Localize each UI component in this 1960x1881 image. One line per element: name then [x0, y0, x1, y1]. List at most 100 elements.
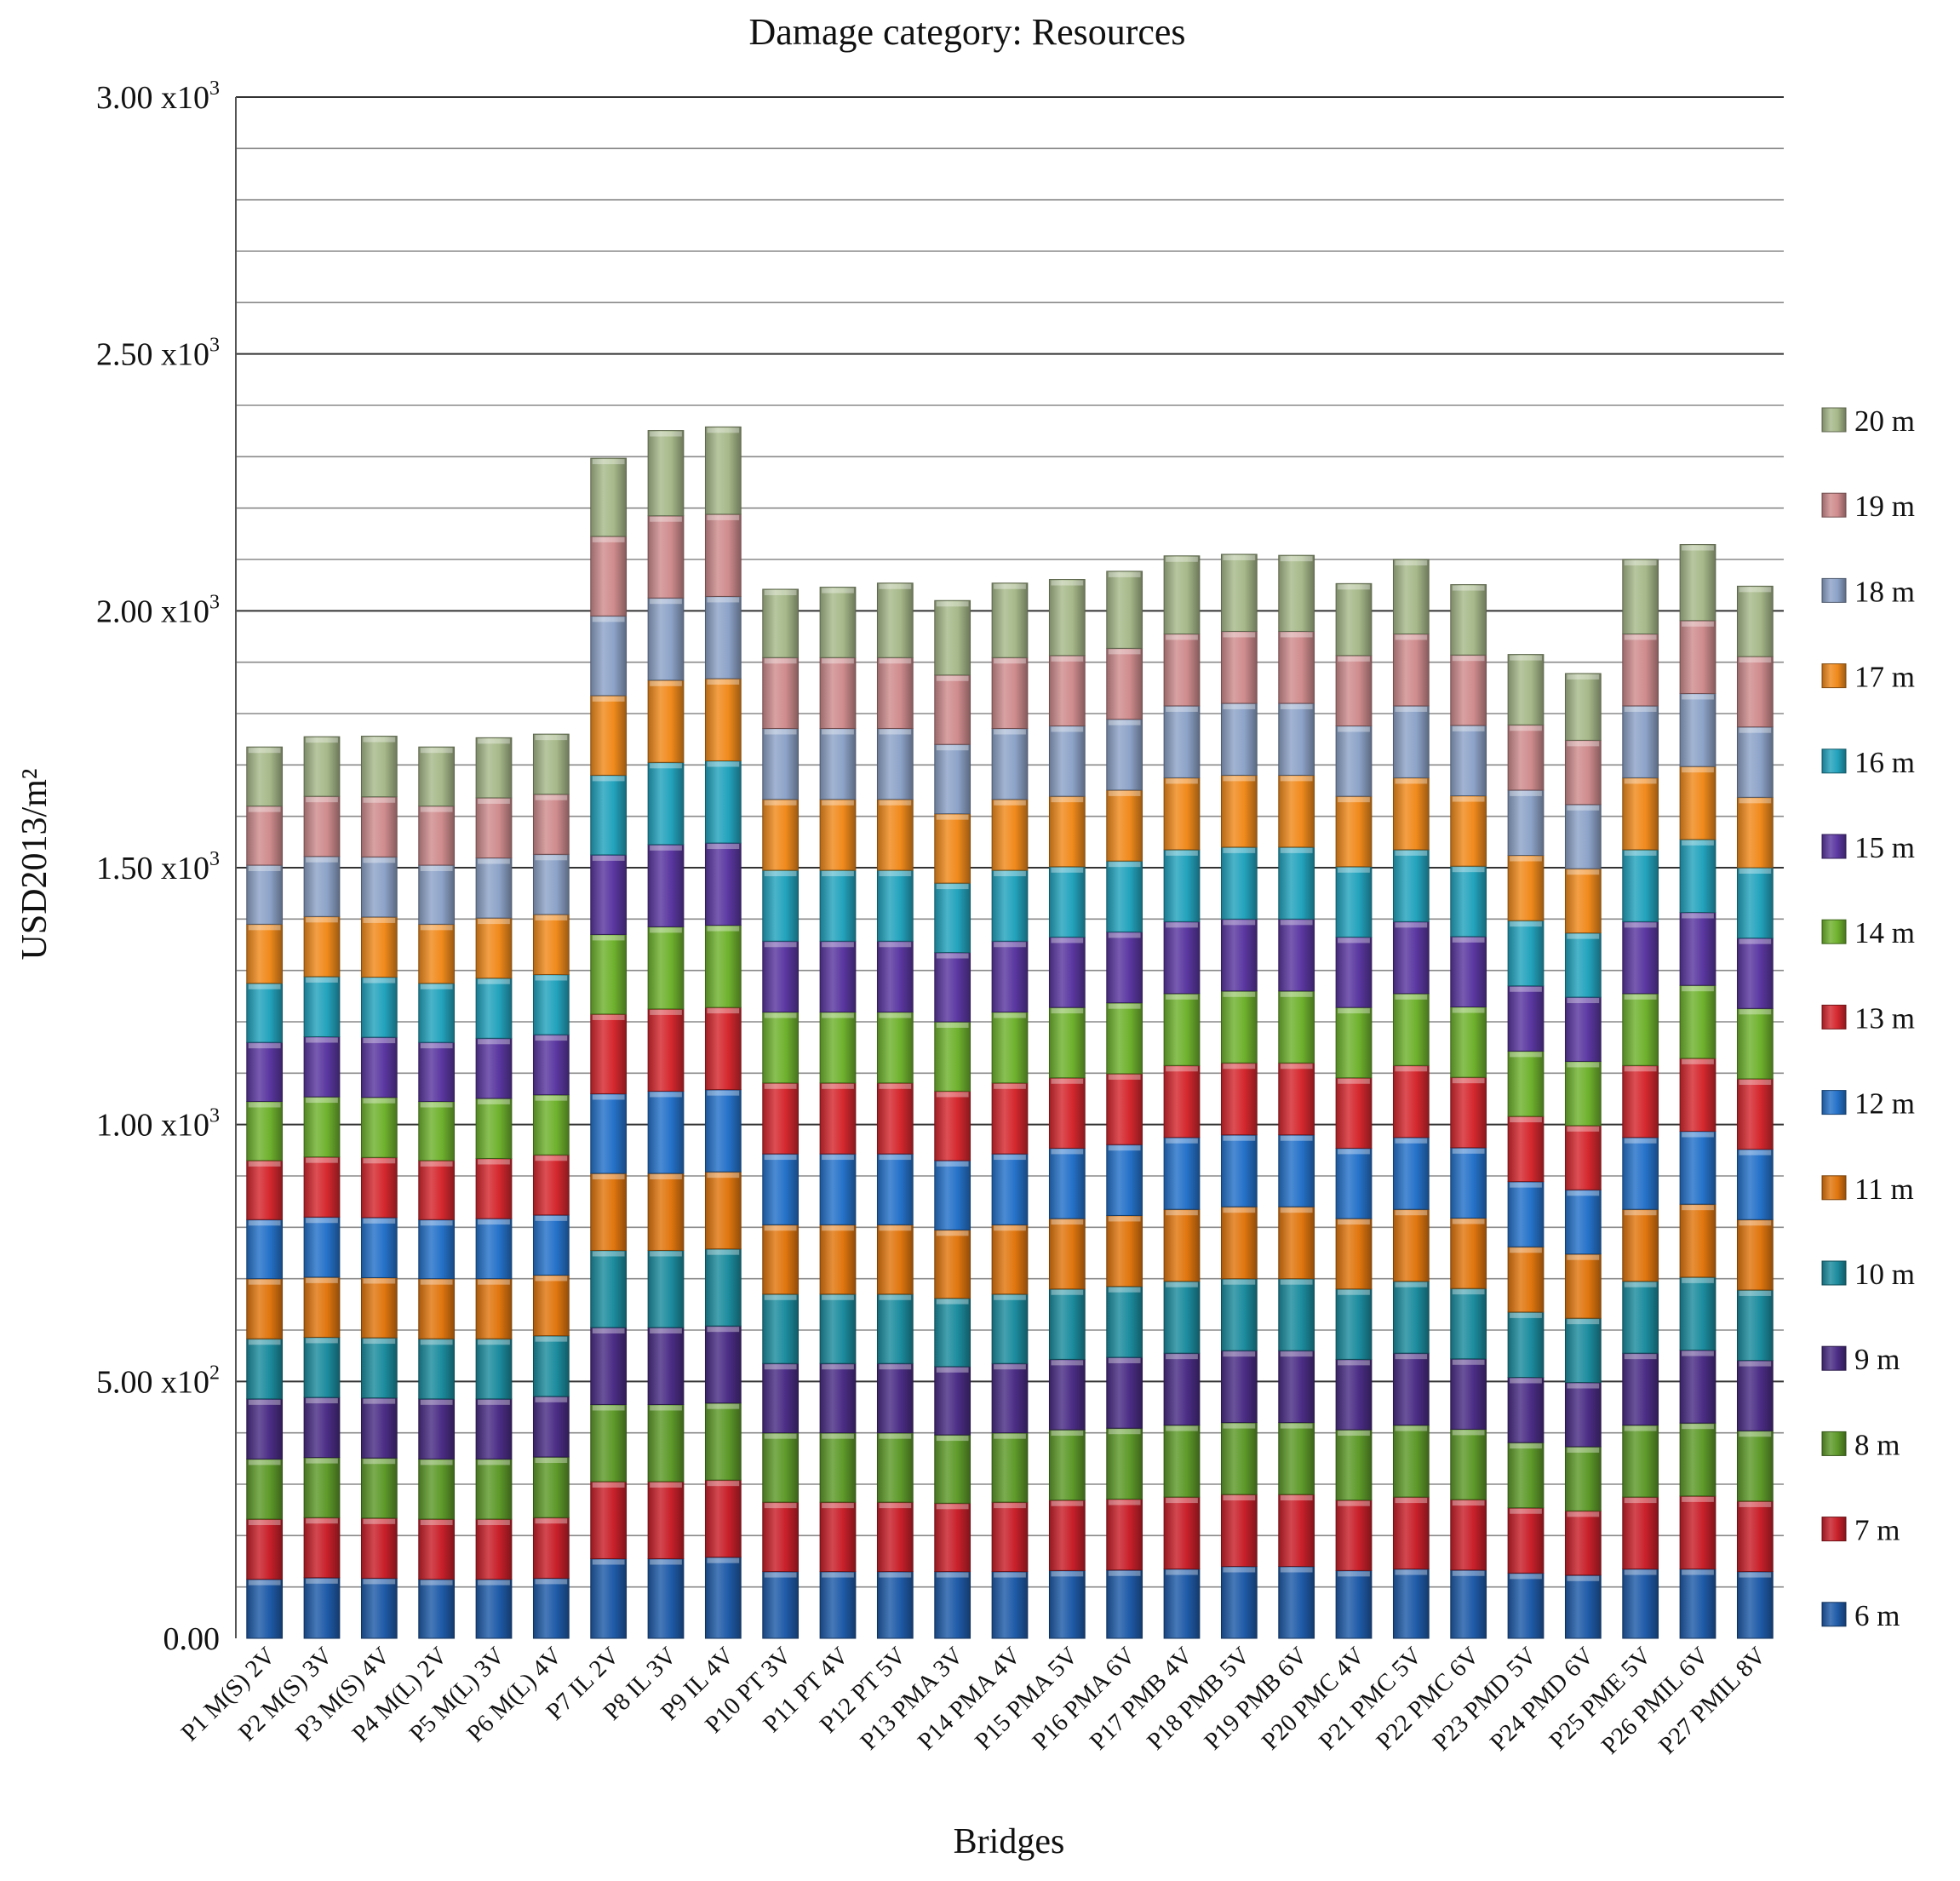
bar-segment-highlight: [420, 984, 453, 989]
bar-segment-highlight: [1395, 1354, 1428, 1360]
bar-segment: [1048, 725, 1086, 797]
bar-segment-highlight: [936, 601, 969, 607]
bar-segment-highlight: [879, 800, 912, 806]
bar-segment-highlight: [248, 865, 281, 871]
bar-segment: [819, 799, 857, 871]
bar-segment: [991, 799, 1029, 871]
bar-segment: [360, 1036, 398, 1098]
bar-segment: [647, 1481, 685, 1559]
bar-segment: [819, 869, 857, 942]
bar-segment: [1622, 777, 1659, 851]
bar-segment-highlight: [994, 1433, 1026, 1439]
bar-segment: [1736, 938, 1774, 1009]
bar-segment-highlight: [879, 583, 912, 589]
bar-segment: [1564, 1574, 1602, 1639]
bar-segment-highlight: [1280, 556, 1313, 562]
bar-segment-highlight: [1567, 674, 1600, 680]
bar-segment: [1163, 1208, 1201, 1282]
bar-segment-highlight: [822, 1294, 854, 1300]
bar-segment: [246, 1458, 284, 1520]
bar-segment: [762, 940, 799, 1013]
bar-segment: [1335, 1077, 1373, 1149]
bar-segment-highlight: [592, 935, 625, 941]
bar-segment-highlight: [1223, 847, 1256, 853]
bar-segment: [1564, 1060, 1602, 1127]
bar-segment-highlight: [592, 1482, 625, 1488]
bar-segment: [303, 1035, 341, 1098]
bar-segment-highlight: [650, 431, 682, 437]
bar-segment: [1106, 1498, 1143, 1571]
bar-segment-highlight: [1510, 921, 1542, 927]
bar-segment: [647, 844, 685, 927]
bar-segment-highlight: [936, 1504, 969, 1510]
bar-segment-highlight: [1624, 1210, 1657, 1216]
bar-segment-highlight: [1280, 1423, 1313, 1429]
bar-segment-highlight: [1051, 1289, 1084, 1295]
bar-segment: [819, 1224, 857, 1295]
bar-segment: [360, 1217, 398, 1278]
bar-segment-highlight: [707, 679, 740, 685]
bar-segment-highlight: [1395, 1569, 1428, 1575]
bar-segment-highlight: [1280, 632, 1313, 638]
bar-segment: [1450, 795, 1487, 867]
bar-segment: [819, 587, 857, 658]
bar-segment: [704, 1557, 742, 1639]
bar-segment-highlight: [707, 1557, 740, 1563]
bar-segment: [303, 1216, 341, 1278]
bar-segment: [532, 1396, 570, 1458]
legend-swatch: [1821, 1517, 1847, 1542]
bar-segment-highlight: [1280, 1351, 1313, 1357]
bar-segment: [475, 857, 513, 919]
bar-segment-highlight: [1624, 1354, 1657, 1360]
bar-segment-highlight: [936, 675, 969, 681]
bar-segment: [532, 973, 570, 1035]
bar-segment: [1392, 1064, 1430, 1138]
bar-segment: [1450, 1006, 1487, 1078]
bar-segment: [991, 1432, 1029, 1503]
bar-segment: [1507, 1311, 1545, 1379]
bar-segment: [303, 736, 341, 797]
bar-segment-highlight: [1452, 1007, 1485, 1013]
bar-segment: [1048, 1429, 1086, 1501]
bar-segment-highlight: [994, 1503, 1026, 1509]
bar-segment: [704, 1006, 742, 1091]
bar-segment-highlight: [478, 1520, 510, 1526]
bar-segment: [1736, 726, 1774, 798]
bar-segment: [303, 795, 341, 857]
bar-segment-highlight: [1682, 913, 1714, 919]
bar-segment-highlight: [936, 1436, 969, 1442]
bar-segment-highlight: [1338, 1078, 1370, 1084]
bar-segment-highlight: [1108, 649, 1141, 655]
bar-segment-highlight: [363, 1038, 396, 1044]
bar-segment: [934, 1502, 971, 1573]
bar-segment-highlight: [1108, 1429, 1141, 1435]
bar-segment-highlight: [1280, 847, 1313, 853]
bar-segment-highlight: [1051, 797, 1084, 803]
bar-segment-highlight: [306, 1398, 338, 1404]
legend-label: 10 m: [1854, 1258, 1915, 1291]
bar-segment-highlight: [1280, 703, 1313, 709]
bar-segment-highlight: [822, 1503, 854, 1509]
bar-segment-highlight: [592, 1328, 625, 1333]
legend-swatch: [1821, 407, 1847, 433]
bar-segment-highlight: [1739, 1079, 1772, 1085]
bar-segment: [934, 813, 971, 884]
bar-segment: [1507, 920, 1545, 987]
bar-segment-highlight: [306, 917, 338, 923]
bar-segment: [1622, 849, 1659, 922]
bar-segment-highlight: [1567, 1575, 1600, 1581]
bar-segment-highlight: [248, 1459, 281, 1465]
bar-segment: [1450, 1499, 1487, 1571]
bar-segment-highlight: [994, 1364, 1026, 1370]
bar-segment-highlight: [1452, 937, 1485, 943]
bar-segment-highlight: [535, 1336, 568, 1342]
bar-segment-highlight: [764, 871, 797, 877]
legend-label: 6 m: [1854, 1599, 1900, 1632]
bar-segment: [1679, 1276, 1716, 1351]
bar-segment-highlight: [1567, 1126, 1600, 1132]
bar-segment-highlight: [1739, 1220, 1772, 1226]
bar-segment: [360, 1577, 398, 1639]
bar-segment: [1507, 1115, 1545, 1183]
bar-segment-highlight: [707, 1249, 740, 1255]
bar-segment: [303, 856, 341, 917]
